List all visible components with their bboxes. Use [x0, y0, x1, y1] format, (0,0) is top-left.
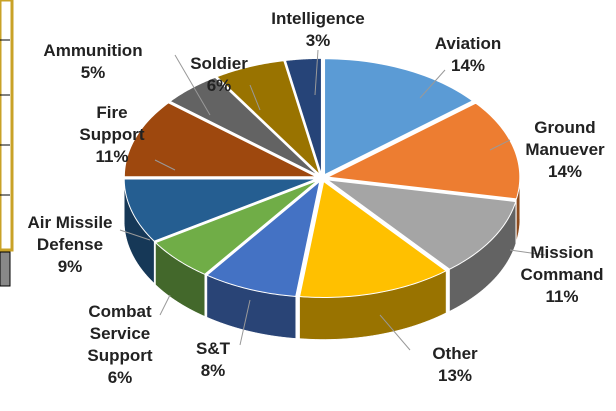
- slice-label: Mission Command 11%: [507, 242, 616, 308]
- category-name: Air Missile Defense: [27, 213, 113, 254]
- slice: [123, 178, 317, 242]
- category-name: Fire Support: [79, 103, 145, 144]
- leader-line: [154, 159, 176, 171]
- value-label: 11%: [545, 287, 579, 306]
- slice-label: Air Missile Defense 9%: [15, 212, 125, 278]
- category-name: Other: [432, 344, 478, 363]
- value-label: 6%: [206, 76, 232, 95]
- value-label: 3%: [305, 31, 331, 50]
- value-label: 6%: [107, 368, 133, 387]
- value-label: 13%: [437, 366, 473, 385]
- slice: [325, 179, 517, 270]
- category-name: Intelligence: [271, 9, 365, 28]
- category-name: Aviation: [434, 34, 502, 53]
- slice: [154, 179, 318, 275]
- category-name: Soldier: [190, 54, 248, 73]
- slice: [299, 180, 448, 298]
- slice: [215, 60, 321, 176]
- frame-box: [0, 251, 11, 287]
- slice-label: Ammunition 5%: [33, 40, 153, 84]
- leader-line: [314, 49, 319, 96]
- category-name: S&T: [196, 339, 230, 358]
- leader-line: [509, 249, 546, 256]
- slice-label: Ground Manuever 14%: [510, 117, 616, 183]
- slice-label: Aviation 14%: [408, 33, 528, 77]
- value-label: 14%: [450, 56, 486, 75]
- value-label: 8%: [200, 361, 226, 380]
- category-name: Ground Manuever: [525, 118, 605, 159]
- value-label: 5%: [80, 63, 106, 82]
- leader-line: [174, 54, 211, 116]
- leader-line: [489, 139, 511, 151]
- slice-label: S&T 8%: [183, 338, 243, 382]
- frame-remnant: [0, 0, 14, 252]
- slice: [205, 180, 321, 297]
- slice-label: Combat Service Support 6%: [78, 301, 163, 389]
- leader-line: [419, 69, 446, 99]
- leader-line: [379, 314, 411, 351]
- slice-label: Other 13%: [415, 343, 495, 387]
- value-label: 14%: [547, 162, 583, 181]
- slice: [324, 58, 474, 176]
- leader-line: [119, 229, 151, 241]
- slice: [169, 76, 319, 176]
- slice-label: Intelligence 3%: [253, 8, 383, 52]
- value-label: 11%: [95, 147, 129, 166]
- slice-label: Soldier 6%: [179, 53, 259, 97]
- slice: [123, 102, 317, 178]
- slice: [326, 102, 521, 200]
- leader-line: [249, 84, 261, 111]
- leader-line: [159, 294, 171, 316]
- slice: [284, 57, 322, 175]
- leader-line: [239, 299, 251, 346]
- category-name: Mission Command: [520, 243, 604, 284]
- category-name: Combat Service Support: [87, 302, 153, 365]
- value-label: 9%: [57, 257, 83, 276]
- slice-label: Fire Support 11%: [77, 102, 147, 168]
- category-name: Ammunition: [43, 41, 143, 60]
